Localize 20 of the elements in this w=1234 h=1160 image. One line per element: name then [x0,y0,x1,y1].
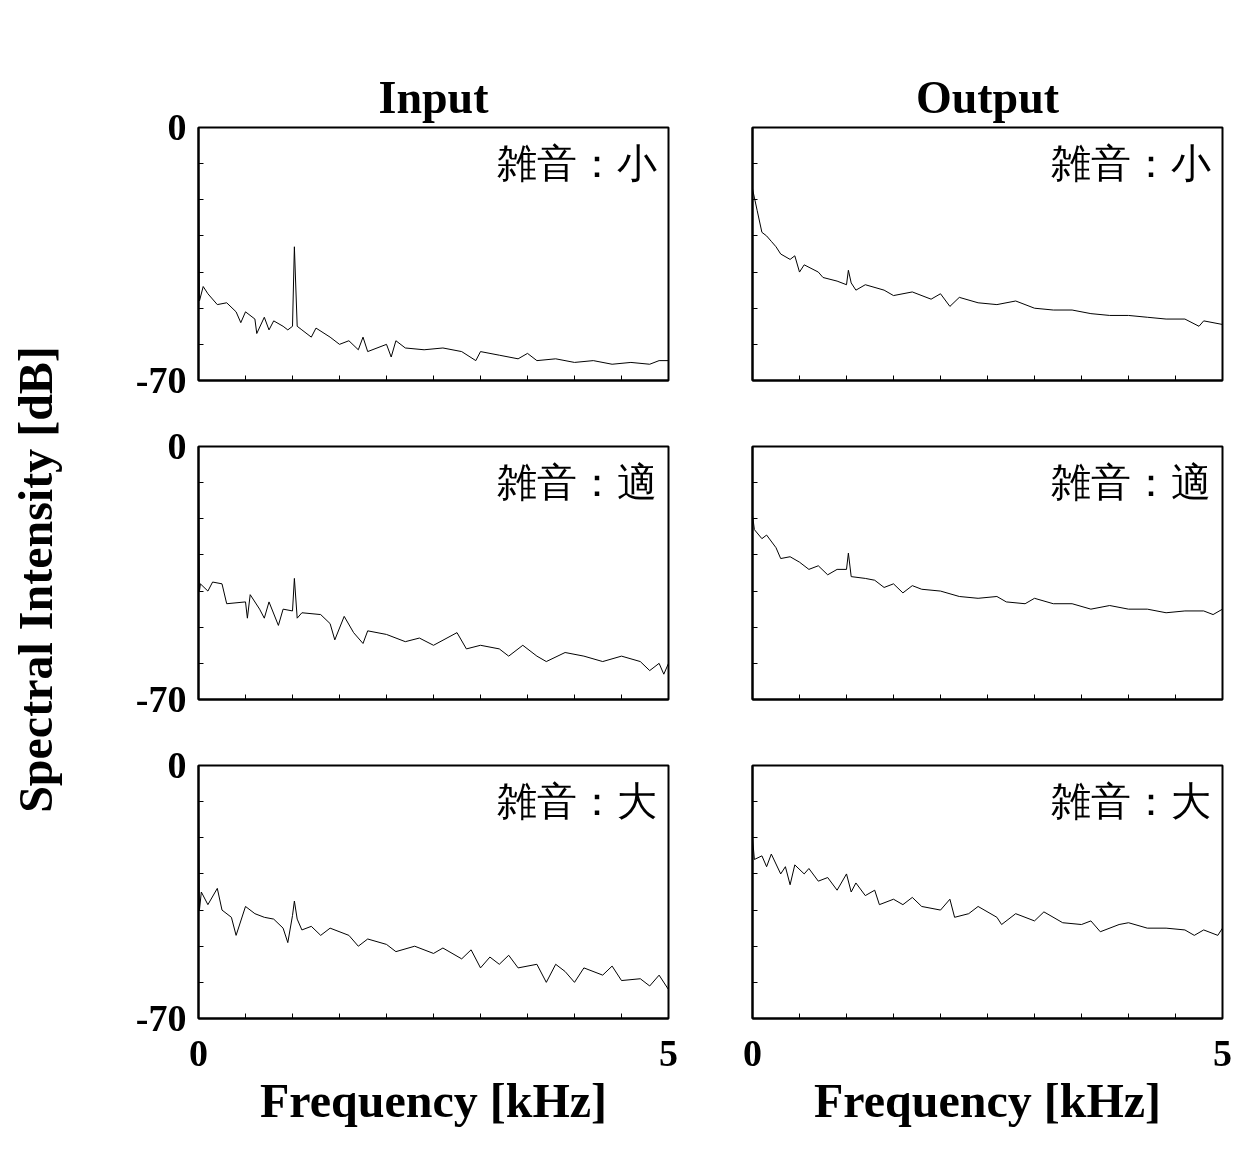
annotation: 雑音：小 [1050,139,1211,186]
y-tick-label: 0 [167,744,187,786]
y-axis-title: Spectral Intensity [dB] [9,346,62,813]
annotation: 雑音：小 [496,139,657,186]
chart-title: Output [915,71,1060,123]
annotation: 雑音：大 [1050,777,1211,824]
x-tick-label: 5 [1213,1031,1232,1074]
y-tick-label: -70 [135,678,187,720]
x-axis-title: Frequency [kHz] [813,1073,1162,1127]
annotation: 雑音：大 [496,777,657,824]
annotation: 雑音：適 [496,458,657,505]
x-axis-title: Frequency [kHz] [259,1073,608,1127]
x-tick-label: 5 [659,1031,678,1074]
chart-title: Input [378,71,490,123]
y-tick-label: 0 [167,106,187,148]
annotation: 雑音：適 [1050,458,1211,505]
y-tick-label: 0 [167,425,187,467]
x-tick-label: 0 [743,1031,762,1074]
y-tick-label: -70 [135,359,187,401]
y-tick-label: -70 [135,997,187,1039]
